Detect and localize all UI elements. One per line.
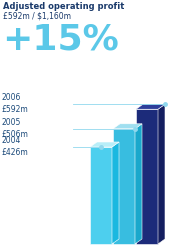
Text: £506m: £506m: [2, 130, 29, 139]
Polygon shape: [135, 124, 142, 244]
Polygon shape: [158, 104, 165, 244]
Text: 2004: 2004: [2, 136, 21, 145]
Text: £426m: £426m: [2, 148, 29, 157]
Text: +15%: +15%: [2, 22, 119, 56]
Text: 2005: 2005: [2, 118, 21, 127]
Polygon shape: [136, 109, 158, 244]
Text: £592m: £592m: [2, 105, 29, 114]
Text: £592m / $1,160m: £592m / $1,160m: [3, 11, 71, 20]
Polygon shape: [112, 142, 119, 244]
Polygon shape: [90, 142, 119, 147]
Polygon shape: [136, 104, 165, 109]
Polygon shape: [113, 124, 142, 129]
Text: Adjusted operating profit: Adjusted operating profit: [3, 2, 124, 11]
Polygon shape: [90, 147, 112, 244]
Text: 2006: 2006: [2, 93, 21, 102]
Polygon shape: [113, 129, 135, 244]
